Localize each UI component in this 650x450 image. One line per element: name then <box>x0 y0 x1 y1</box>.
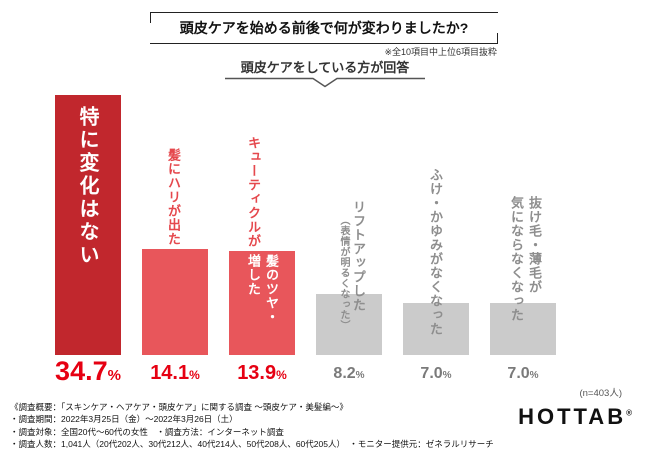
survey-note-line: ・調査人数：1,041人（20代202人、30代212人、40代214人、50代… <box>10 438 494 449</box>
bar-label-part: 増した <box>246 254 261 296</box>
survey-notes: 《調査概要：「スキンケア・ヘアケア・頭皮ケア」に関する調査 〜頭皮ケア・美髪編〜… <box>10 401 494 450</box>
bar-label: リフトアップした <box>351 200 366 312</box>
value-label: 13.9% <box>237 362 287 384</box>
bar-rect <box>490 303 556 355</box>
bar-label: 髪にハリが出た <box>166 148 181 246</box>
bar-label-part: 気にならなくなった <box>509 196 524 322</box>
title-box: 頭皮ケアを始める前後で何が変わりましたか? <box>150 12 498 44</box>
hottab-logo-text: HOTTAB <box>518 404 627 429</box>
bar-label-part: 髪のツヤ・ <box>264 254 279 324</box>
value-label: 8.2% <box>333 365 365 382</box>
value-label: 34.7% <box>55 356 121 386</box>
bar-label: ふけ・かゆみがなくなった <box>428 168 443 336</box>
bar-label-note: （表情が明るくなった） <box>338 215 349 331</box>
hottab-logo: HOTTAB® <box>518 404 632 430</box>
survey-note-line: ・調査期間：2022年3月25日（金）〜2022年3月26日（土） <box>10 414 238 425</box>
bar-label: 特に変化はない <box>76 106 98 267</box>
bar-rect <box>316 294 382 355</box>
survey-note-line: 《調査概要：「スキンケア・ヘアケア・頭皮ケア」に関する調査 〜頭皮ケア・美髪編〜… <box>10 402 348 412</box>
page-title: 頭皮ケアを始める前後で何が変わりましたか? <box>179 20 469 36</box>
value-label: 7.0% <box>507 365 539 382</box>
bar-rect <box>55 95 121 355</box>
bar-rect <box>403 303 469 355</box>
bar-label-part: 抜け毛・薄毛が <box>527 196 542 294</box>
registered-mark: ® <box>626 408 632 418</box>
survey-note-line: ・調査対象：全国20代〜60代の女性 ・調査方法：インターネット調査 <box>10 426 284 437</box>
value-label: 14.1% <box>150 362 200 384</box>
subtitle: 頭皮ケアをしている方が回答 <box>240 60 410 75</box>
down-pointer-line-icon <box>225 77 425 88</box>
bar-label-part: キューティクルが <box>246 136 261 248</box>
title-note: ※全10項目中上位6項目抜粋 <box>384 47 497 57</box>
value-label: 7.0% <box>420 365 452 382</box>
sample-size-note: (n=403人) <box>579 388 622 399</box>
bar-rect <box>142 249 208 355</box>
bar-rect <box>229 251 295 355</box>
